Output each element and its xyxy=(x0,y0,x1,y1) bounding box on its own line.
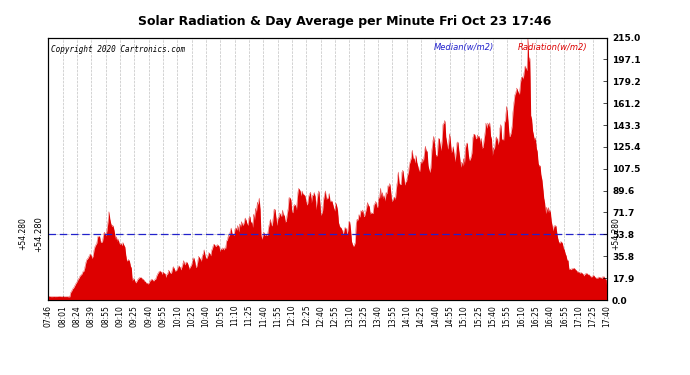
Text: Radiation(w/m2): Radiation(w/m2) xyxy=(518,43,587,52)
Text: Copyright 2020 Cartronics.com: Copyright 2020 Cartronics.com xyxy=(51,45,185,54)
Text: +54.280: +54.280 xyxy=(611,217,620,250)
Text: Solar Radiation & Day Average per Minute Fri Oct 23 17:46: Solar Radiation & Day Average per Minute… xyxy=(138,15,552,28)
Text: +54.280: +54.280 xyxy=(18,217,27,250)
Text: Median(w/m2): Median(w/m2) xyxy=(434,43,494,52)
